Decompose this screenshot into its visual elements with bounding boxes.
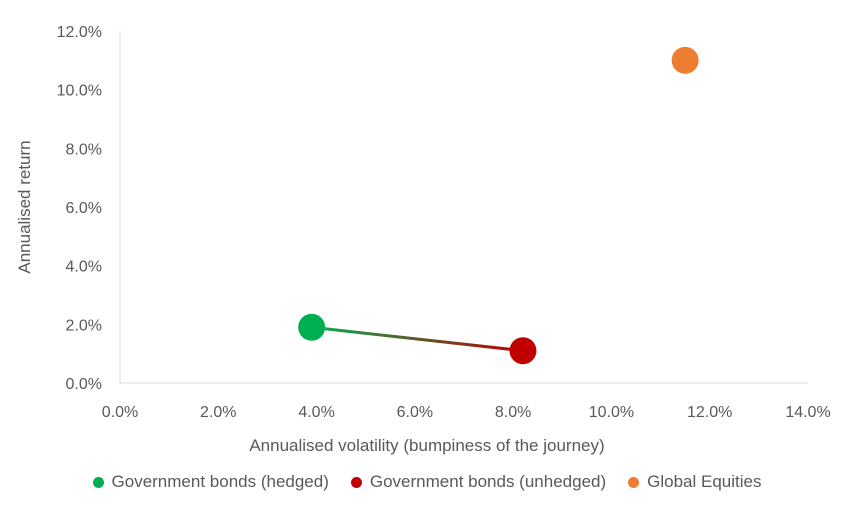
y-tick-labels: 0.0% 2.0% 4.0% 6.0% 8.0% 10.0% 12.0%	[57, 24, 102, 393]
x-tick-label: 8.0%	[495, 404, 531, 421]
legend-label: Global Equities	[647, 472, 762, 491]
data-point	[298, 313, 326, 341]
connector-line	[311, 325, 524, 353]
legend-item: Global Equities	[628, 472, 761, 492]
legend-marker	[628, 476, 640, 488]
x-tick-label: 14.0%	[785, 404, 830, 421]
y-tick-label: 0.0%	[66, 376, 102, 393]
y-tick-label: 2.0%	[66, 317, 102, 334]
y-axis-title: Annualised return	[15, 140, 34, 273]
y-tick-label: 4.0%	[66, 259, 102, 276]
legend-marker	[92, 476, 104, 488]
y-tick-label: 8.0%	[66, 141, 102, 158]
x-axis-title: Annualised volatility (bumpiness of the …	[249, 436, 604, 455]
x-tick-label: 4.0%	[298, 404, 334, 421]
legend-item: Government bonds (unhedged)	[350, 472, 607, 492]
data-points	[298, 46, 699, 365]
legend: Government bonds (hedged) Government bond…	[0, 466, 854, 498]
x-tick-labels: 0.0% 2.0% 4.0% 6.0% 8.0% 10.0% 12.0% 14.0%	[102, 404, 831, 421]
y-tick-label: 6.0%	[66, 200, 102, 217]
x-tick-label: 0.0%	[102, 404, 138, 421]
legend-label: Government bonds (unhedged)	[369, 472, 607, 491]
legend-marker	[350, 476, 362, 488]
x-tick-label: 10.0%	[589, 404, 634, 421]
y-tick-label: 10.0%	[57, 83, 102, 100]
x-tick-label: 12.0%	[687, 404, 732, 421]
data-point	[671, 46, 699, 74]
y-tick-label: 12.0%	[57, 24, 102, 41]
axes	[119, 31, 808, 384]
legend-label: Government bonds (hedged)	[111, 472, 329, 491]
x-tick-label: 6.0%	[397, 404, 433, 421]
connector-layer	[311, 325, 524, 353]
data-point	[509, 337, 537, 365]
legend-item: Government bonds (hedged)	[92, 472, 329, 492]
x-tick-label: 2.0%	[200, 404, 236, 421]
